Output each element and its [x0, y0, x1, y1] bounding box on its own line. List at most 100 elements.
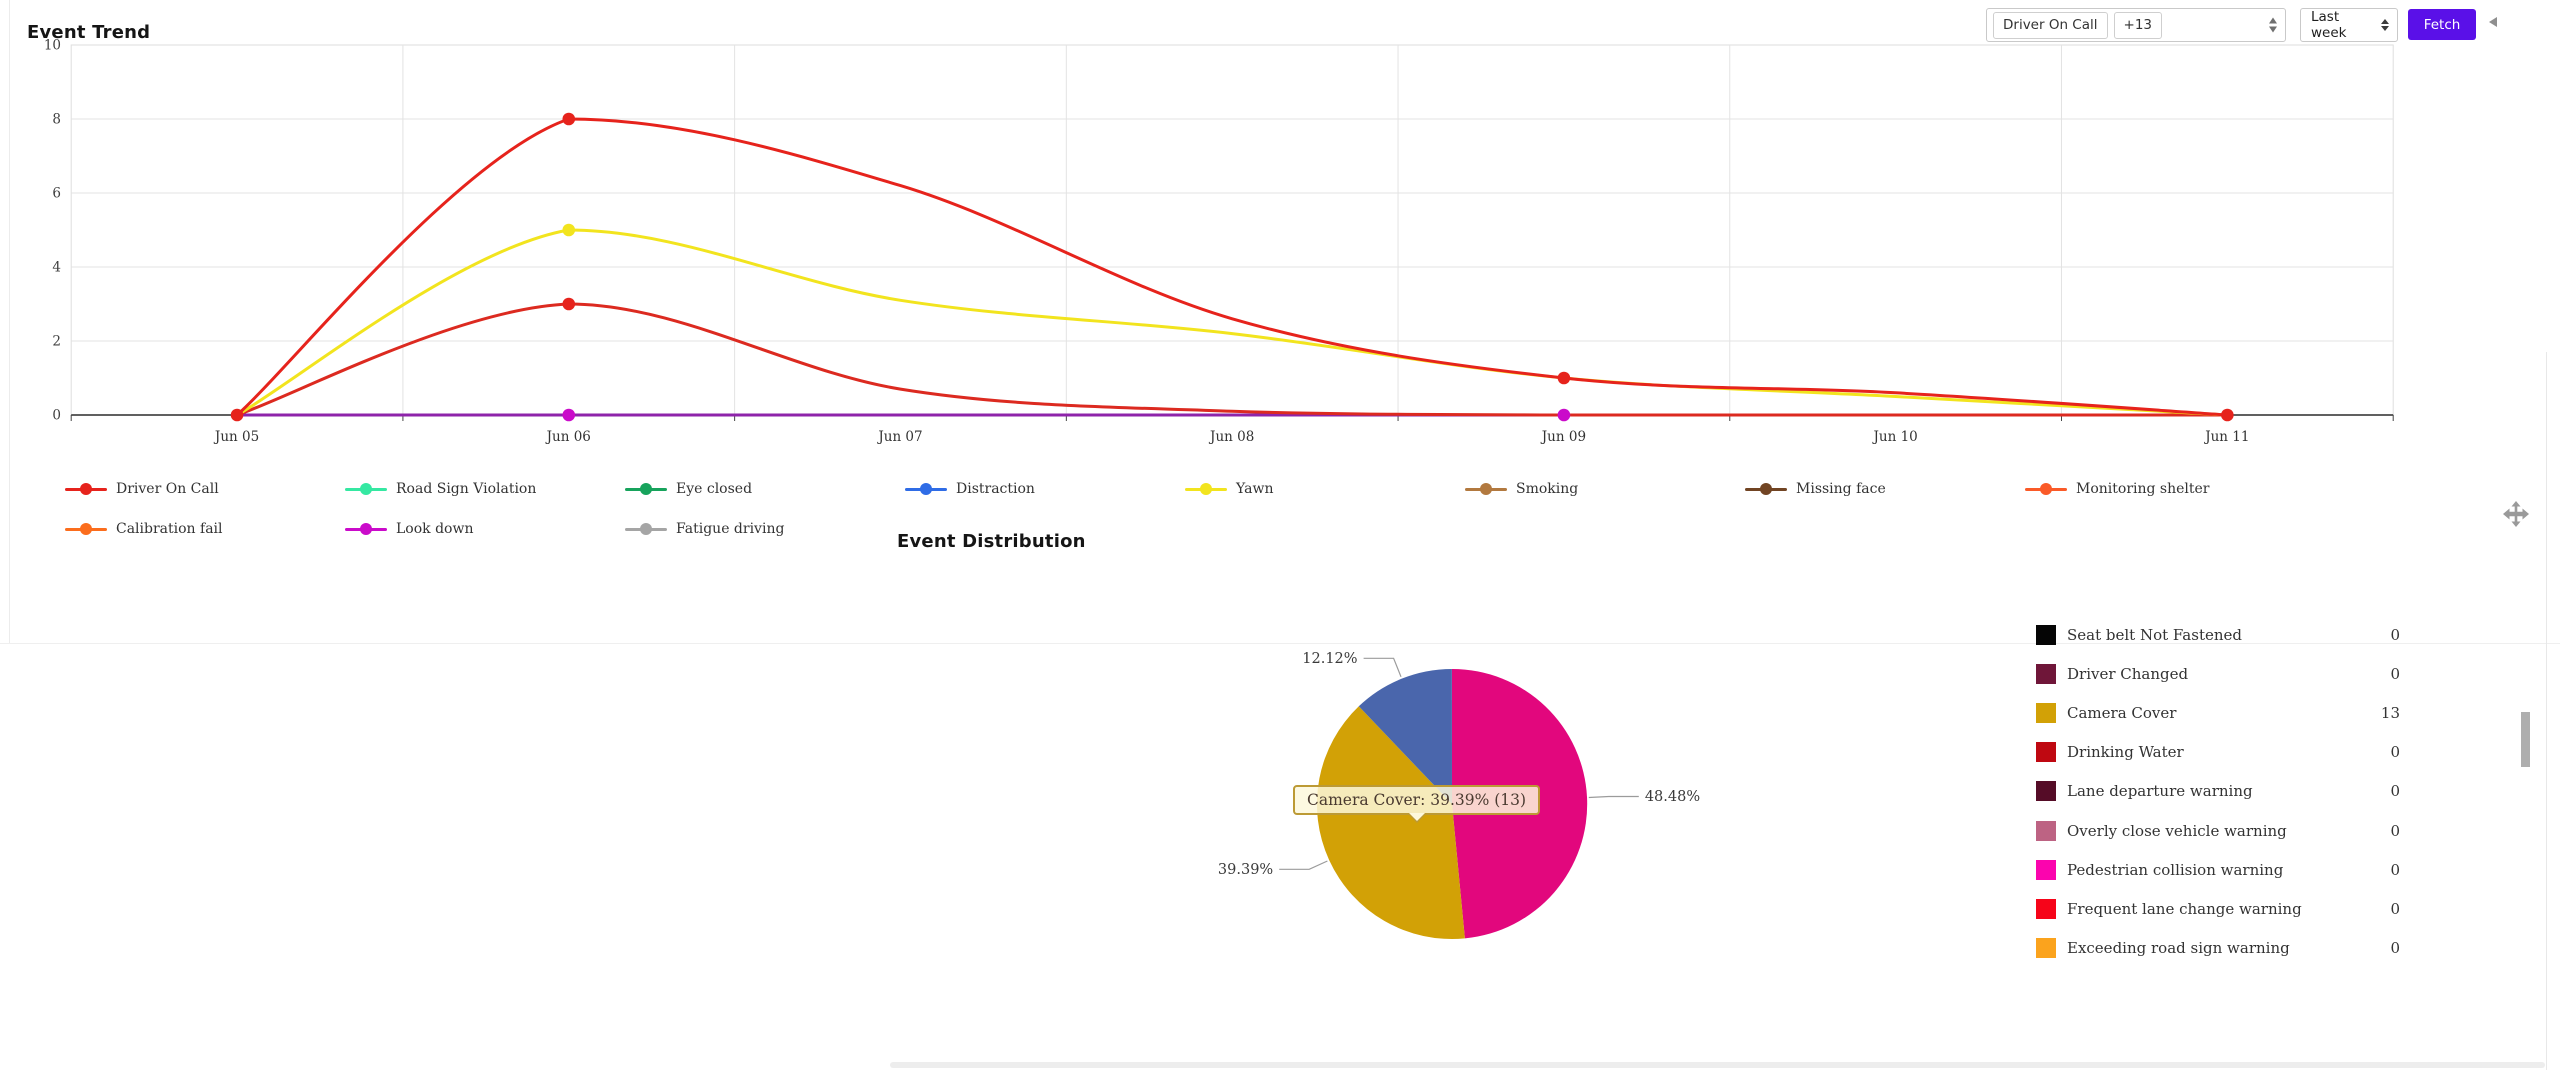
- legend-label: Missing face: [1796, 481, 1886, 497]
- legend-item-missing-face[interactable]: Missing face: [1745, 478, 1886, 500]
- pie-slice-39.39%[interactable]: [1316, 706, 1465, 940]
- overflow-count-tag[interactable]: +13: [2113, 11, 2163, 39]
- pie-legend-label: Camera Cover: [2067, 703, 2177, 722]
- legend-item-monitoring-shelter[interactable]: Monitoring shelter: [2025, 478, 2209, 500]
- pie-legend-item-camera-cover[interactable]: Camera Cover 13: [2036, 693, 2400, 732]
- pie-legend-count: 0: [2390, 664, 2400, 683]
- event-distribution-legend: Seat belt Not Fastened 0 Driver Changed 0 Ca…: [2036, 615, 2400, 968]
- period-select[interactable]: Last week: [2300, 8, 2398, 42]
- pie-label-leader: [1363, 657, 1402, 678]
- legend-item-yawn[interactable]: Yawn: [1185, 478, 1274, 500]
- pie-label-leader: [1279, 860, 1328, 870]
- pie-legend-count: 0: [2390, 939, 2400, 958]
- pie-legend-count: 0: [2390, 625, 2400, 644]
- pie-legend-item-frequent-lane-change-warning[interactable]: Frequent lane change warning 0: [2036, 889, 2400, 928]
- collapse-left-arrow-icon[interactable]: [2489, 17, 2497, 27]
- data-point-driver-on-call[interactable]: [1557, 371, 1571, 385]
- pie-legend-count: 0: [2390, 899, 2400, 918]
- multiselect-spinner-icon[interactable]: [2269, 17, 2277, 33]
- event-type-multiselect[interactable]: Driver On Call +13: [1986, 8, 2286, 42]
- x-axis-label: Jun 05: [213, 429, 259, 445]
- pie-legend-label: Frequent lane change warning: [2067, 899, 2302, 918]
- pie-legend-swatch: [2036, 663, 2056, 684]
- legend-marker-icon: [1465, 478, 1507, 500]
- event-distribution-pie: 48.48% 39.39% 12.12%: [1218, 651, 1700, 940]
- legend-item-eye-closed[interactable]: Eye closed: [625, 478, 752, 500]
- legend-scrollbar-thumb[interactable]: [2521, 712, 2530, 767]
- legend-item-road-sign-violation[interactable]: Road Sign Violation: [345, 478, 536, 500]
- pie-legend-item-seat-belt-not-fastened[interactable]: Seat belt Not Fastened 0: [2036, 615, 2400, 654]
- pie-legend-count: 13: [2380, 703, 2400, 722]
- pie-legend-item-pedestrian-collision-warning[interactable]: Pedestrian collision warning 0: [2036, 850, 2400, 889]
- legend-marker-icon: [65, 478, 107, 500]
- pie-slice-12.12%[interactable]: [1358, 669, 1452, 804]
- legend-label: Road Sign Violation: [396, 481, 537, 497]
- x-axis-label: Jun 11: [2203, 429, 2249, 445]
- panel-right-border: [2546, 352, 2547, 1070]
- horizontal-scrollbar[interactable]: [890, 1062, 2545, 1068]
- legend-item-smoking[interactable]: Smoking: [1465, 478, 1578, 500]
- y-axis-label: 10: [44, 38, 61, 54]
- legend-label: Driver On Call: [116, 481, 219, 497]
- pie-legend-label: Driver Changed: [2067, 664, 2189, 683]
- pie-legend-item-exceeding-road-sign-warning[interactable]: Exceeding road sign warning 0: [2036, 929, 2400, 968]
- x-axis-label: Jun 07: [876, 429, 922, 445]
- y-axis-label: 0: [52, 408, 61, 424]
- legend-item-calibration-fail[interactable]: Calibration fail: [65, 518, 223, 540]
- data-point-yawn[interactable]: [562, 223, 576, 237]
- pie-legend-item-lane-departure-warning[interactable]: Lane departure warning 0: [2036, 772, 2400, 811]
- data-point-driver-on-call[interactable]: [230, 408, 244, 422]
- x-axis-label: Jun 08: [1208, 429, 1254, 445]
- legend-item-driver-on-call[interactable]: Driver On Call: [65, 478, 219, 500]
- data-point-driver-on-call[interactable]: [2221, 408, 2234, 422]
- pie-legend-swatch: [2036, 781, 2056, 802]
- pie-tooltip: Camera Cover: 39.39% (13): [1293, 785, 1541, 815]
- data-point-driver-on-call[interactable]: [562, 112, 576, 126]
- legend-marker-icon: [625, 478, 667, 500]
- pie-legend-swatch: [2036, 820, 2056, 841]
- pie-label-leader: [1588, 795, 1639, 799]
- legend-marker-icon: [625, 518, 667, 540]
- pie-legend-item-overly-close-vehicle-warning[interactable]: Overly close vehicle warning 0: [2036, 811, 2400, 850]
- legend-label: Fatigue driving: [676, 521, 785, 537]
- pie-percentage-label: 39.39%: [1218, 862, 1273, 878]
- pie-legend-count: 0: [2390, 782, 2400, 801]
- data-point-look-down[interactable]: [562, 408, 576, 422]
- event-trend-chart: 0 2 4 6 8 10 Jun 05 Jun 06 Jun 07 Jun 08 Jun 09 Jun…: [44, 38, 2394, 445]
- move-handle-icon[interactable]: [2503, 501, 2529, 527]
- x-axis-label: Jun 10: [1871, 429, 1917, 445]
- legend-label: Smoking: [1516, 481, 1579, 497]
- legend-marker-icon: [1185, 478, 1227, 500]
- legend-label: Look down: [396, 521, 474, 537]
- pie-legend-item-driver-changed[interactable]: Driver Changed 0: [2036, 654, 2400, 693]
- event-distribution-title: Event Distribution: [897, 530, 1086, 552]
- event-trend-title: Event Trend: [27, 21, 151, 43]
- selected-event-tag[interactable]: Driver On Call: [1993, 11, 2108, 39]
- legend-item-look-down[interactable]: Look down: [345, 518, 473, 540]
- series-line-yawn[interactable]: [235, 228, 2229, 417]
- pie-legend-swatch: [2036, 742, 2056, 763]
- x-axis-label: Jun 09: [1540, 429, 1586, 445]
- pie-legend-label: Exceeding road sign warning: [2067, 939, 2290, 958]
- data-point-monitoring-shelter[interactable]: [562, 297, 576, 311]
- data-point-look-down[interactable]: [1557, 408, 1571, 422]
- plot-border: [70, 44, 2394, 416]
- pie-percentage-label: 12.12%: [1302, 651, 1357, 667]
- pie-legend-count: 0: [2390, 821, 2400, 840]
- legend-item-fatigue-driving[interactable]: Fatigue driving: [625, 518, 784, 540]
- pie-legend-swatch: [2036, 859, 2056, 880]
- legend-marker-icon: [905, 478, 947, 500]
- series-line-driver-on-call[interactable]: [235, 117, 2229, 417]
- panel-left-border: [9, 0, 10, 643]
- period-select-spinner-icon[interactable]: [2381, 19, 2389, 31]
- legend-item-distraction[interactable]: Distraction: [905, 478, 1035, 500]
- pie-percentage-label: 48.48%: [1645, 789, 1700, 805]
- pie-legend-item-drinking-water[interactable]: Drinking Water 0: [2036, 733, 2400, 772]
- fetch-button[interactable]: Fetch: [2408, 9, 2476, 40]
- period-select-value: Last week: [2311, 9, 2347, 41]
- y-axis-label: 8: [52, 112, 61, 128]
- pie-legend-count: 0: [2390, 743, 2400, 762]
- legend-label: Monitoring shelter: [2076, 481, 2210, 497]
- pie-legend-swatch: [2036, 938, 2056, 959]
- legend-marker-icon: [1745, 478, 1787, 500]
